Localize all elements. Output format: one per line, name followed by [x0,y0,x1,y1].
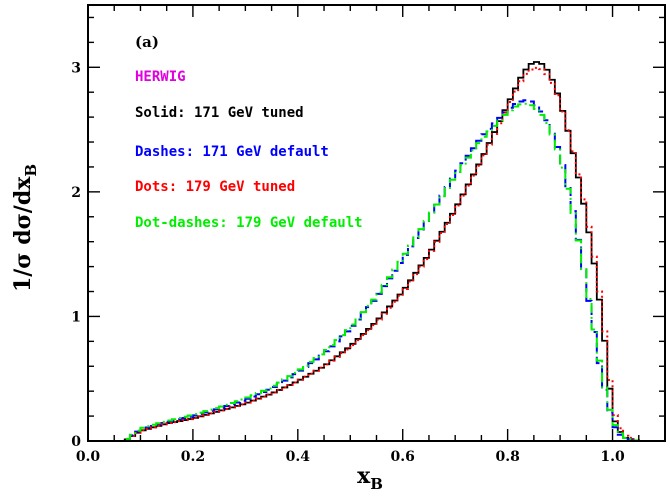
tick-group [87,5,666,442]
panel-label: (a) [135,33,159,51]
legend: HERWIG Solid: 171 GeV tuned Dashes: 171 … [135,69,363,231]
series-line-3 [88,66,665,442]
x-tick-label: 1.0 [600,449,625,465]
x-tick-label: 0.0 [76,449,101,465]
legend-entry-dotdashes: Dot-dashes: 179 GeV default [135,215,363,231]
x-tick-label: 0.6 [391,449,415,465]
tick-label-group: 0.0 0.2 0.4 0.6 0.8 1.0 0 1 2 3 [71,60,625,465]
series-line-4 [88,102,665,442]
x-tick-label: 0.2 [181,449,205,465]
legend-entry-dots: Dots: 179 GeV tuned [135,179,295,195]
legend-entry-dashes: Dashes: 171 GeV default [135,144,329,160]
series-line-1 [88,61,665,442]
y-tick-label: 1 [71,309,81,325]
x-axis-label-main: x [357,463,371,489]
x-tick-label: 0.4 [286,449,311,465]
x-axis-label: xB [357,463,383,493]
series-line-2 [88,99,665,442]
y-tick-label: 3 [71,60,81,76]
x-axis-label-sub: B [370,475,383,493]
series-group [88,61,665,442]
x-tick-label: 0.8 [495,449,519,465]
y-axis-label-main: 1/σ dσ/dx [10,176,36,292]
y-tick-label: 2 [71,185,81,201]
y-tick-label: 0 [71,434,81,450]
y-axis-label: 1/σ dσ/dxB [10,164,40,292]
y-axis-label-sub: B [22,164,40,177]
legend-title: HERWIG [135,69,186,85]
legend-entry-solid: Solid: 171 GeV tuned [135,105,304,121]
